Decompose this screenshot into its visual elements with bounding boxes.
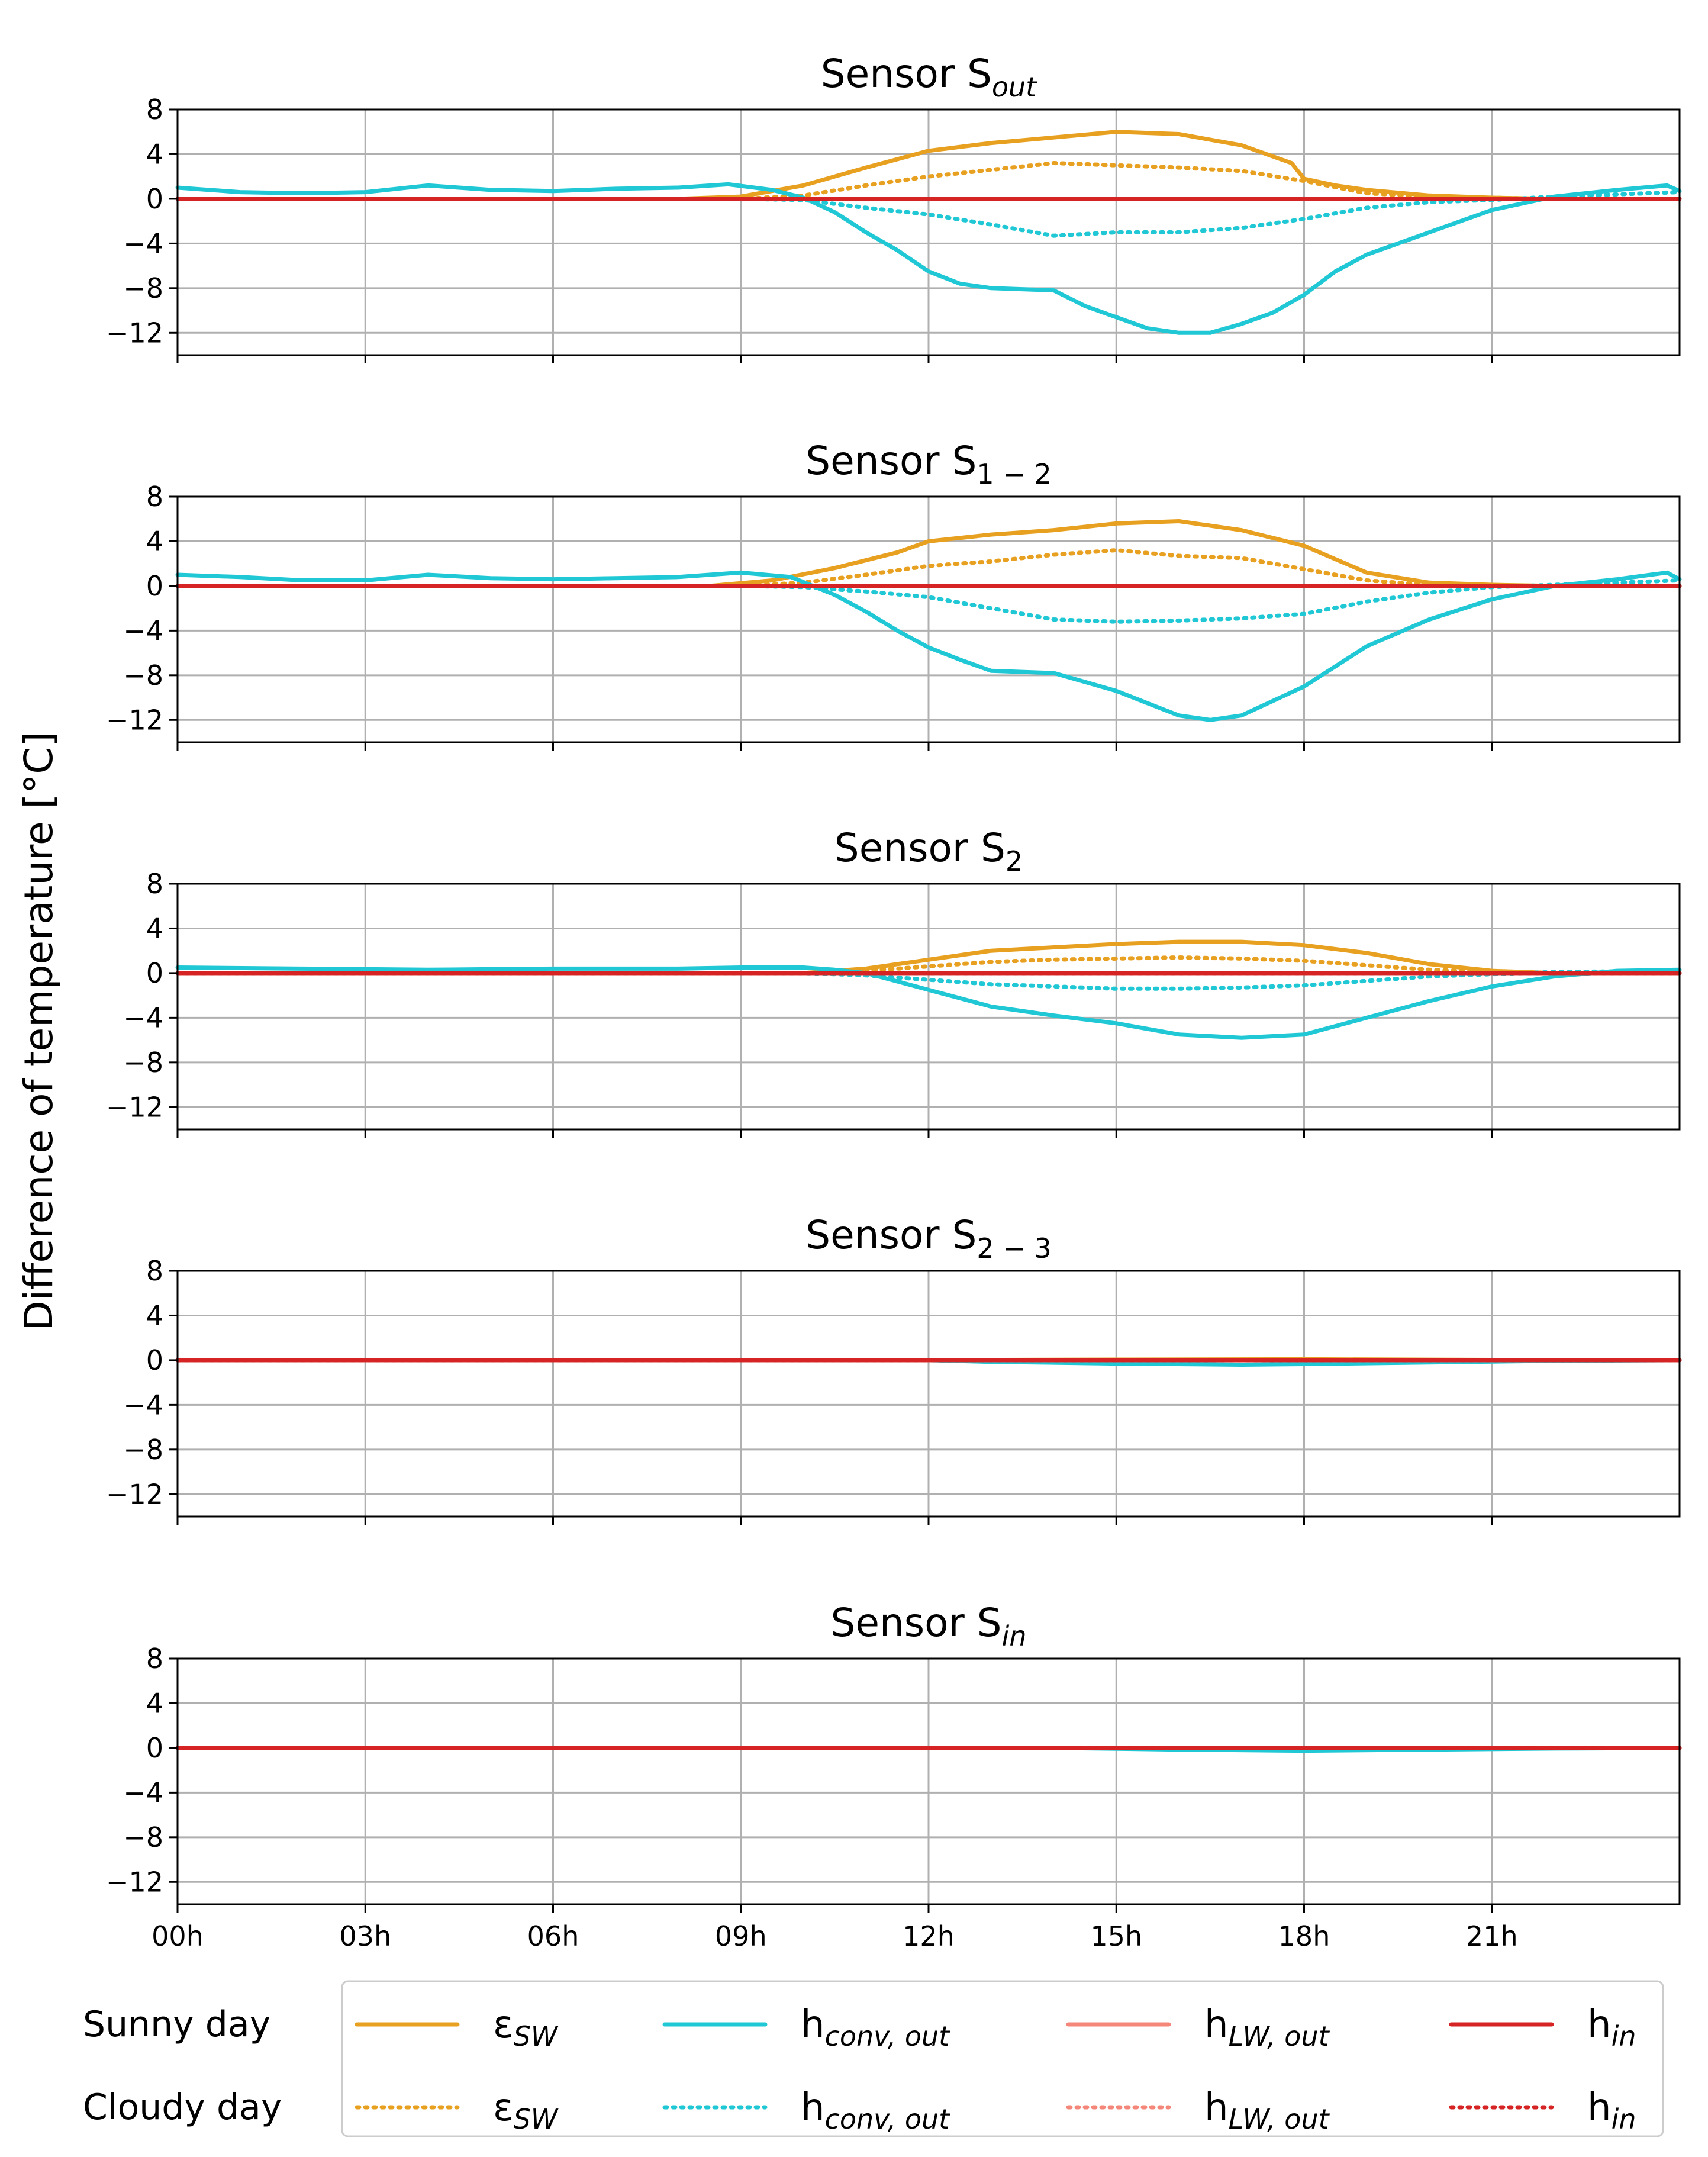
panel-1: Sensor S1 − 2 8 4 0 −4 −8 −12 <box>106 438 1682 751</box>
legend: Sunny day Cloudy day εSW εSW hconv, out hconv… <box>83 1980 1664 2137</box>
y-tick-label: −4 <box>123 1002 163 1034</box>
series-eps-sunny <box>175 939 1682 976</box>
y-tick-label: 4 <box>146 912 163 944</box>
panel-title: Sensor S2 <box>834 825 1023 877</box>
y-tick-label: −4 <box>123 1776 163 1808</box>
legend-label-hconv: hconv, out <box>801 2003 950 2052</box>
y-tick-label: 4 <box>146 1299 163 1331</box>
legend-label-hconv: hconv, out <box>801 2086 950 2135</box>
y-tick-label: −8 <box>123 1821 163 1853</box>
series-hconv-cloudy <box>175 578 1682 624</box>
x-tick-label: 18h <box>1278 1920 1330 1952</box>
y-tick-label: −4 <box>123 227 163 259</box>
y-tick-label: −12 <box>106 1091 163 1123</box>
y-tick-label: −4 <box>123 614 163 646</box>
panel-2: Sensor S2 8 4 0 −4 −8 −12 <box>106 825 1682 1138</box>
x-tick-label: 12h <box>903 1920 955 1952</box>
y-tick-label: 0 <box>146 183 163 215</box>
x-tick-label: 00h <box>152 1920 204 1952</box>
x-tick-label: 06h <box>527 1920 579 1952</box>
panel-title: Sensor Sout <box>821 51 1037 103</box>
y-tick-label: 0 <box>146 957 163 989</box>
legend-row-label: Cloudy day <box>83 2087 282 2128</box>
y-tick-label: −8 <box>123 1047 163 1078</box>
legend-label-hin: hin <box>1587 2003 1636 2052</box>
series-eps-cloudy <box>175 161 1682 201</box>
legend-label-eps: εSW <box>493 2086 559 2135</box>
y-axis-label: Difference of temperature [°C] <box>16 732 62 1331</box>
series-eps-cloudy <box>175 548 1682 588</box>
legend-label-eps: εSW <box>493 2003 559 2052</box>
y-tick-label: 8 <box>146 1643 163 1675</box>
series-hconv-cloudy <box>175 190 1682 238</box>
y-tick-label: −8 <box>123 272 163 304</box>
x-tick-label: 15h <box>1090 1920 1142 1952</box>
y-tick-label: 0 <box>146 1344 163 1376</box>
y-tick-label: −4 <box>123 1389 163 1421</box>
y-tick-label: −8 <box>123 659 163 691</box>
legend-label-hin: hin <box>1587 2086 1636 2135</box>
y-tick-label: 8 <box>146 1255 163 1287</box>
legend-label-hlw: hLW, out <box>1204 2003 1330 2052</box>
series-hconv-sunny <box>175 182 1682 335</box>
x-tick-label: 03h <box>339 1920 391 1952</box>
y-tick-label: 0 <box>146 1732 163 1764</box>
y-tick-label: −12 <box>106 1478 163 1510</box>
y-tick-label: 8 <box>146 868 163 900</box>
y-tick-label: 0 <box>146 570 163 602</box>
y-tick-label: 8 <box>146 481 163 513</box>
y-tick-label: −8 <box>123 1434 163 1466</box>
y-tick-label: 8 <box>146 94 163 125</box>
series-hconv-sunny <box>175 965 1682 1040</box>
panels: Sensor Sout 8 4 0 −4 −8 −12 Sensor S1 − 2 8 4 0 −4 −… <box>106 51 1682 1952</box>
y-tick-label: 4 <box>146 1687 163 1719</box>
y-tick-label: 4 <box>146 138 163 170</box>
y-tick-label: −12 <box>106 1866 163 1898</box>
x-tick-label: 09h <box>715 1920 767 1952</box>
y-tick-label: 4 <box>146 525 163 557</box>
panel-title: Sensor S2 − 3 <box>805 1212 1051 1264</box>
panel-title: Sensor Sin <box>830 1600 1026 1652</box>
panel-title: Sensor S1 − 2 <box>805 438 1051 490</box>
panel-3: Sensor S2 − 3 8 4 0 −4 −8 −12 <box>106 1212 1682 1525</box>
legend-box <box>341 1980 1664 2137</box>
legend-label-hlw: hLW, out <box>1204 2086 1330 2135</box>
legend-row-label: Sunny day <box>83 2004 270 2045</box>
series-hconv-sunny <box>175 570 1682 722</box>
panel-4: Sensor Sin 8 4 0 −4 −8 −12 00h 03h 06h 09h 12h 15h 18… <box>106 1600 1682 1952</box>
y-tick-label: −12 <box>106 704 163 736</box>
y-tick-label: −12 <box>106 317 163 349</box>
panel-0: Sensor Sout 8 4 0 −4 −8 −12 <box>106 51 1682 363</box>
x-tick-label: 21h <box>1466 1920 1518 1952</box>
